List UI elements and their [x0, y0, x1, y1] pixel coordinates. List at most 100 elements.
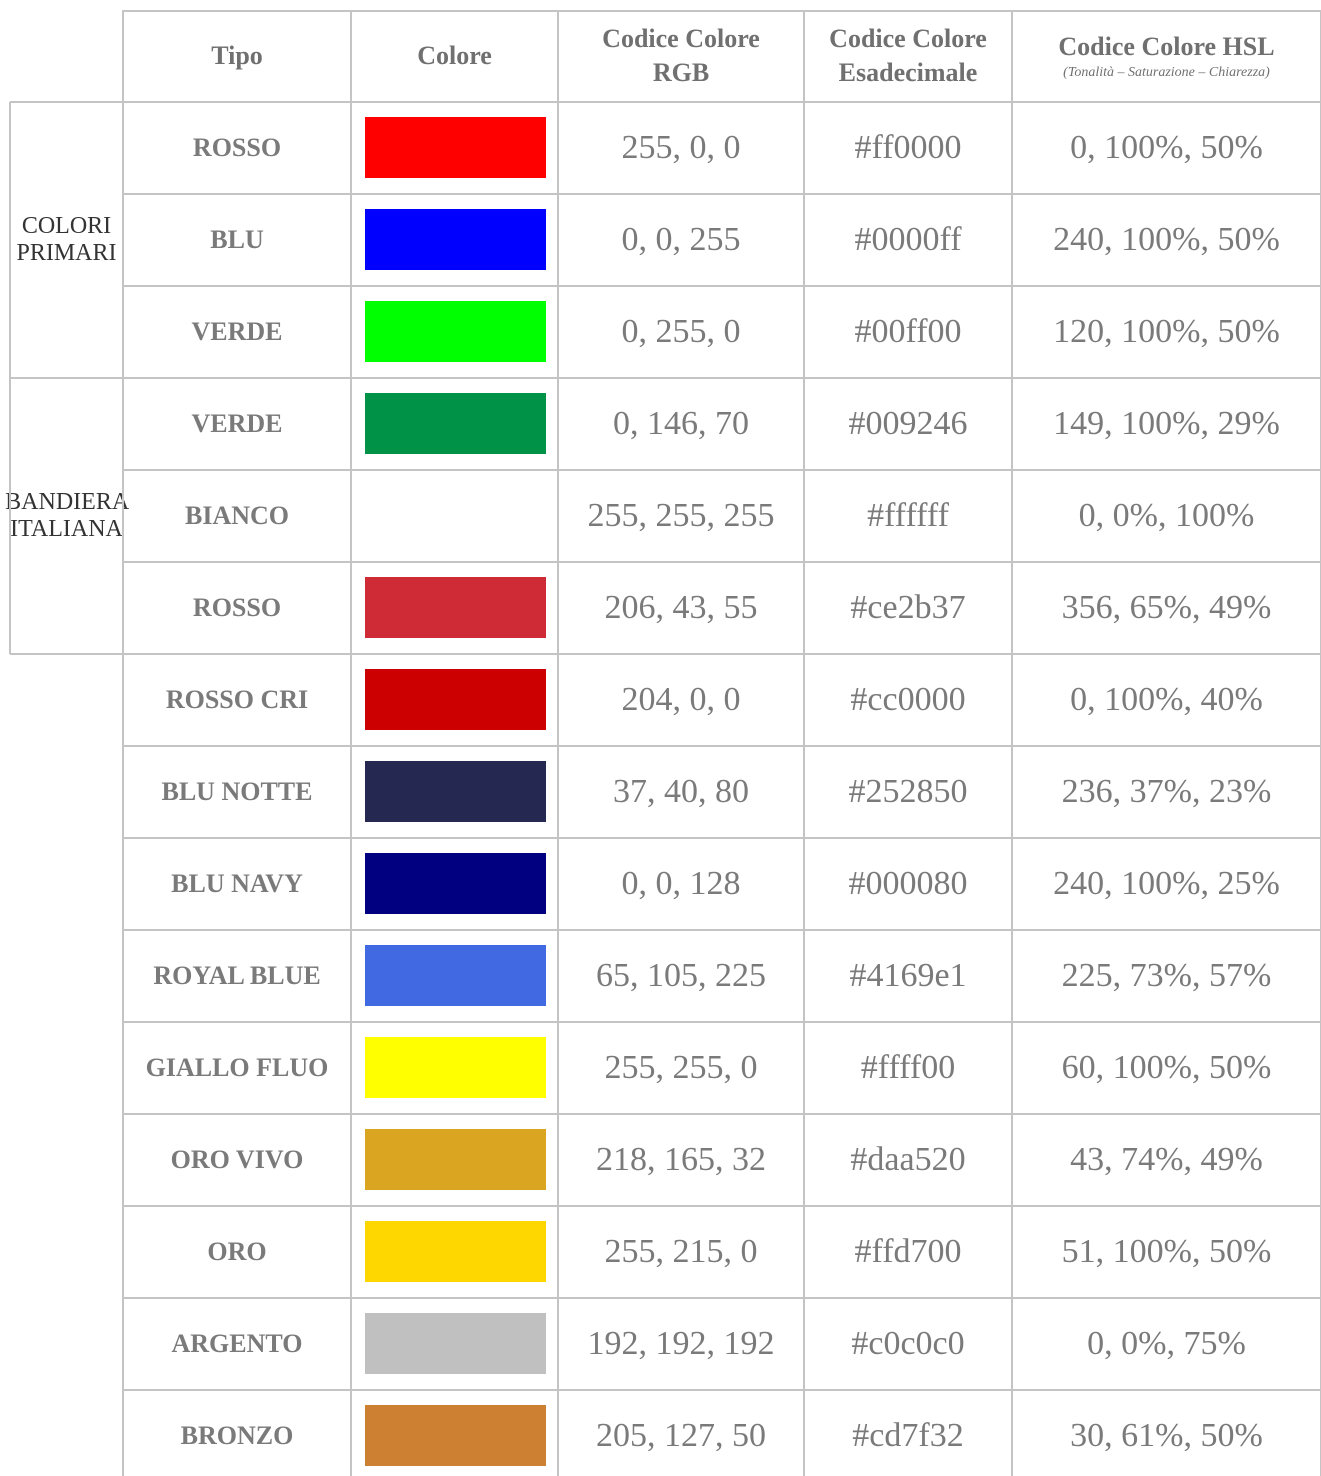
- hsl-code: 240, 100%, 25%: [1053, 865, 1280, 902]
- header-text: Colore: [417, 41, 492, 71]
- rgb-code: 218, 165, 32: [596, 1141, 766, 1178]
- color-name: BLU NAVY: [171, 869, 303, 898]
- hex-code: #ce2b37: [850, 589, 966, 626]
- color-swatch: [364, 1313, 546, 1374]
- row-line: [123, 1021, 1321, 1023]
- hsl-code: 30, 61%, 50%: [1070, 1417, 1263, 1454]
- color-name: ROYAL BLUE: [153, 961, 321, 990]
- color-swatch: [364, 577, 546, 638]
- color-swatch: [364, 209, 546, 270]
- header-text: Tipo: [211, 41, 263, 71]
- rgb-code: 206, 43, 55: [604, 589, 758, 626]
- color-name: VERDE: [191, 409, 283, 438]
- hsl-code: 356, 65%, 49%: [1061, 589, 1272, 626]
- color-name: BRONZO: [180, 1421, 294, 1450]
- row-line: [123, 745, 1321, 747]
- color-swatch: [364, 1037, 546, 1098]
- header-cell: Codice Colore RGB: [558, 10, 804, 102]
- color-swatch: [364, 1221, 546, 1282]
- header-text: Codice Colore HSL: [1058, 32, 1275, 61]
- hsl-code: 60, 100%, 50%: [1061, 1049, 1272, 1086]
- color-name: GIALLO FLUO: [145, 1053, 329, 1082]
- color-swatch: [364, 945, 546, 1006]
- group-label: COLORI PRIMARI: [10, 102, 123, 378]
- column-line: [557, 10, 559, 1476]
- rgb-code: 255, 215, 0: [604, 1233, 758, 1270]
- color-swatch: [364, 853, 546, 914]
- hex-code: #4169e1: [849, 957, 967, 994]
- column-line: [1011, 10, 1013, 1476]
- hsl-code: 0, 100%, 40%: [1070, 681, 1263, 718]
- header-text: Codice Colore RGB: [602, 24, 760, 87]
- color-name: ROSSO: [192, 593, 282, 622]
- rgb-code: 255, 255, 255: [587, 497, 775, 534]
- row-line: [10, 653, 1321, 655]
- column-line: [350, 10, 352, 1476]
- column-line: [9, 102, 11, 654]
- color-name: ARGENTO: [171, 1329, 303, 1358]
- border-line: [123, 10, 1321, 12]
- hsl-code: 225, 73%, 57%: [1061, 957, 1272, 994]
- rgb-code: 0, 255, 0: [621, 313, 741, 350]
- color-swatch: [364, 761, 546, 822]
- hex-code: #ffd700: [854, 1233, 962, 1270]
- hsl-code: 149, 100%, 29%: [1053, 405, 1280, 442]
- rgb-code: 65, 105, 225: [596, 957, 766, 994]
- hsl-code: 120, 100%, 50%: [1053, 313, 1280, 350]
- border-line: [10, 101, 1321, 103]
- group-text: COLORI PRIMARI: [16, 213, 117, 266]
- column-line: [803, 10, 805, 1476]
- color-name: ORO VIVO: [170, 1145, 304, 1174]
- hex-code: #0000ff: [854, 221, 962, 258]
- row-line: [123, 561, 1321, 563]
- header-text: Codice Colore Esadecimale: [829, 24, 987, 87]
- hex-code: #252850: [848, 773, 968, 810]
- color-name: BLU NOTTE: [161, 777, 313, 806]
- row-line: [123, 285, 1321, 287]
- color-swatch: [364, 485, 546, 546]
- row-line: [123, 1389, 1321, 1391]
- header-cell: Colore: [351, 10, 558, 102]
- color-name: BIANCO: [184, 501, 289, 530]
- color-swatch: [364, 117, 546, 178]
- rgb-code: 192, 192, 192: [587, 1325, 775, 1362]
- hex-code: #ffffff: [867, 497, 949, 534]
- color-swatch: [364, 301, 546, 362]
- color-name: ROSSO: [192, 133, 282, 162]
- rgb-code: 0, 0, 128: [621, 865, 741, 902]
- hex-code: #c0c0c0: [851, 1325, 965, 1362]
- row-line: [123, 929, 1321, 931]
- hex-code: #00ff00: [854, 313, 962, 350]
- hsl-code: 240, 100%, 50%: [1053, 221, 1280, 258]
- hsl-code: 51, 100%, 50%: [1061, 1233, 1272, 1270]
- color-name: VERDE: [191, 317, 283, 346]
- hsl-code: 43, 74%, 49%: [1070, 1141, 1263, 1178]
- column-line: [122, 10, 124, 1476]
- row-line: [123, 469, 1321, 471]
- row-line: [10, 377, 1321, 379]
- row-line: [123, 1113, 1321, 1115]
- row-line: [123, 837, 1321, 839]
- hsl-code: 0, 0%, 100%: [1078, 497, 1255, 534]
- rgb-code: 255, 0, 0: [621, 129, 741, 166]
- hsl-code: 0, 0%, 75%: [1087, 1325, 1246, 1362]
- color-swatch: [364, 669, 546, 730]
- row-line: [123, 1297, 1321, 1299]
- color-swatch: [364, 1129, 546, 1190]
- hex-code: #009246: [848, 405, 968, 442]
- color-name: ROSSO CRI: [165, 685, 309, 714]
- rgb-code: 0, 0, 255: [621, 221, 741, 258]
- group-label: BANDIERA ITALIANA: [5, 378, 129, 654]
- row-line: [123, 193, 1321, 195]
- hex-code: #ff0000: [854, 129, 962, 166]
- rgb-code: 205, 127, 50: [596, 1417, 766, 1454]
- hsl-code: 236, 37%, 23%: [1061, 773, 1272, 810]
- color-name: ORO: [207, 1237, 267, 1266]
- color-name: BLU: [210, 225, 264, 254]
- color-swatch: [364, 1405, 546, 1466]
- hex-code: #000080: [848, 865, 968, 902]
- color-swatch: [364, 393, 546, 454]
- rgb-code: 255, 255, 0: [604, 1049, 758, 1086]
- header-cell: Tipo: [123, 10, 351, 102]
